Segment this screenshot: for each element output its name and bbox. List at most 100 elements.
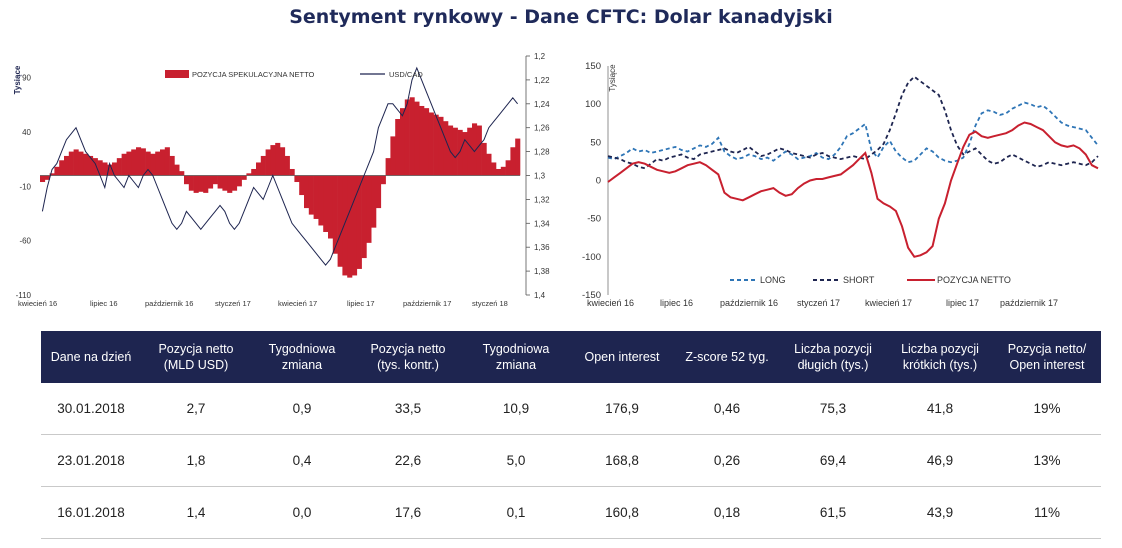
net-position-bar xyxy=(193,175,199,193)
table-cell: 0,26 xyxy=(675,434,779,487)
net-position-bar xyxy=(409,97,415,176)
usdcad-line xyxy=(41,66,518,266)
net-position-bar xyxy=(88,155,94,176)
y-axis-label: Tysiące xyxy=(13,65,22,94)
net-position-bar xyxy=(188,175,194,191)
net-position-bar xyxy=(380,175,386,185)
net-position-bar xyxy=(241,175,247,180)
table-cell: 30.01.2018 xyxy=(41,383,141,435)
legend-swatch-bar xyxy=(165,70,189,78)
y-tick: 150 xyxy=(585,61,601,72)
page-title: Sentyment rynkowy - Dane CFTC: Dolar kan… xyxy=(289,6,833,28)
legend-label: LONG xyxy=(760,275,786,285)
legend-bar-label: POZYCJA SPEKULACYJNA NETTO xyxy=(192,70,315,79)
x-tick-label: styczeń 18 xyxy=(472,299,508,308)
net-position-bar xyxy=(457,129,463,176)
net-position-bar xyxy=(155,151,161,176)
net-position-bar xyxy=(107,164,113,176)
net-position-bar xyxy=(83,153,89,176)
net-position-bar xyxy=(102,162,108,176)
net-position-bar xyxy=(428,112,434,176)
net-position-bar xyxy=(160,149,166,176)
table-header-row: Dane na dzień Pozycja netto (MLD USD) Tygo… xyxy=(41,331,1101,383)
net-position-bar xyxy=(174,164,180,176)
x-tick-label: październik 17 xyxy=(1000,298,1058,308)
net-position-bar xyxy=(496,168,502,176)
y-tick: -100 xyxy=(582,252,601,263)
net-position-bar xyxy=(164,147,170,176)
y-tick: 50 xyxy=(590,137,601,148)
net-position-bar xyxy=(246,173,252,176)
net-position-bar xyxy=(318,175,324,226)
table-cell: 176,9 xyxy=(569,383,675,435)
net-position-bar xyxy=(481,142,487,176)
y-axis-label: Tysiące xyxy=(608,64,617,92)
table-row: 30.01.2018 2,7 0,9 33,5 10,9 176,9 0,46 75,3 41,… xyxy=(41,383,1101,435)
table-cell: 69,4 xyxy=(779,434,887,487)
y-tick-right: 1,3 xyxy=(534,172,546,181)
net-position-bar xyxy=(366,175,372,243)
table-cell: 19% xyxy=(993,383,1101,435)
x-tick-label: styczeń 17 xyxy=(215,299,251,308)
net-position-bar xyxy=(452,127,458,176)
net-position-bar xyxy=(59,160,65,176)
net-position-bar xyxy=(275,142,281,176)
net-position-bar xyxy=(40,175,46,183)
net-position-bar xyxy=(236,175,242,187)
y-tick-left: -60 xyxy=(19,237,31,246)
net-position-bar xyxy=(169,155,175,176)
net-position-bar xyxy=(395,119,401,176)
net-position-bar xyxy=(328,175,334,239)
net-position-bar xyxy=(323,175,329,232)
net-position-bar xyxy=(472,123,478,176)
table-cell: 1,4 xyxy=(141,486,251,539)
table-header-cell: Tygodniowa zmiana xyxy=(463,331,569,383)
net-position-bar xyxy=(251,168,257,176)
y-tick-right: 1,38 xyxy=(534,267,550,276)
table-cell: 0,4 xyxy=(251,434,353,487)
net-position-bar xyxy=(68,151,74,176)
x-tick-label: kwiecień 17 xyxy=(278,299,317,308)
net-position-bar xyxy=(78,151,84,176)
net-position-bar xyxy=(232,175,238,191)
net-position-bar xyxy=(500,166,506,176)
table-header-cell: Tygodniowa zmiana xyxy=(251,331,353,383)
table-body: 30.01.2018 2,7 0,9 33,5 10,9 176,9 0,46 75,3 41,… xyxy=(41,383,1101,539)
net-position-bar xyxy=(208,175,214,189)
table-cell: 0,1 xyxy=(463,486,569,539)
net-position-bar xyxy=(467,127,473,176)
x-tick-label: kwiecień 16 xyxy=(18,299,57,308)
table-cell: 2,7 xyxy=(141,383,251,435)
series-line-pozycja-netto xyxy=(607,121,1099,258)
table-header-cell: Liczba pozycji długich (tys.) xyxy=(779,331,887,383)
x-tick-label: październik 17 xyxy=(403,299,451,308)
net-position-bar xyxy=(352,175,358,276)
net-position-bar xyxy=(121,153,127,176)
table-cell: 22,6 xyxy=(353,434,463,487)
table-cell: 17,6 xyxy=(353,486,463,539)
net-position-bar xyxy=(491,162,497,176)
net-position-bar xyxy=(433,114,439,176)
net-position-bar xyxy=(414,101,420,176)
y-tick-left: 40 xyxy=(22,128,31,137)
table-cell: 13% xyxy=(993,434,1101,487)
x-tick-label: kwiecień 16 xyxy=(587,298,634,308)
table-header-cell: Pozycja netto (MLD USD) xyxy=(141,331,251,383)
net-position-bar xyxy=(227,175,233,193)
y-tick-right: 1,4 xyxy=(534,291,546,300)
chart-net-position-usdcad: Tysiące 90 40 -10 -60 -110 1,2 1,22 1,24 1,26 1,28… xyxy=(13,52,550,308)
net-position-bar xyxy=(136,147,142,176)
legend-label: SHORT xyxy=(843,275,875,285)
net-position-bar xyxy=(510,147,516,176)
net-position-bar xyxy=(289,168,295,176)
net-position-bar xyxy=(150,153,156,176)
net-position-bar xyxy=(49,173,55,176)
table-cell: 0,18 xyxy=(675,486,779,539)
table-cell: 33,5 xyxy=(353,383,463,435)
x-tick-label: październik 16 xyxy=(145,299,193,308)
net-position-bar xyxy=(448,125,454,176)
net-position-bar xyxy=(280,147,286,176)
net-position-bar xyxy=(222,175,228,191)
net-position-bar xyxy=(294,175,300,183)
